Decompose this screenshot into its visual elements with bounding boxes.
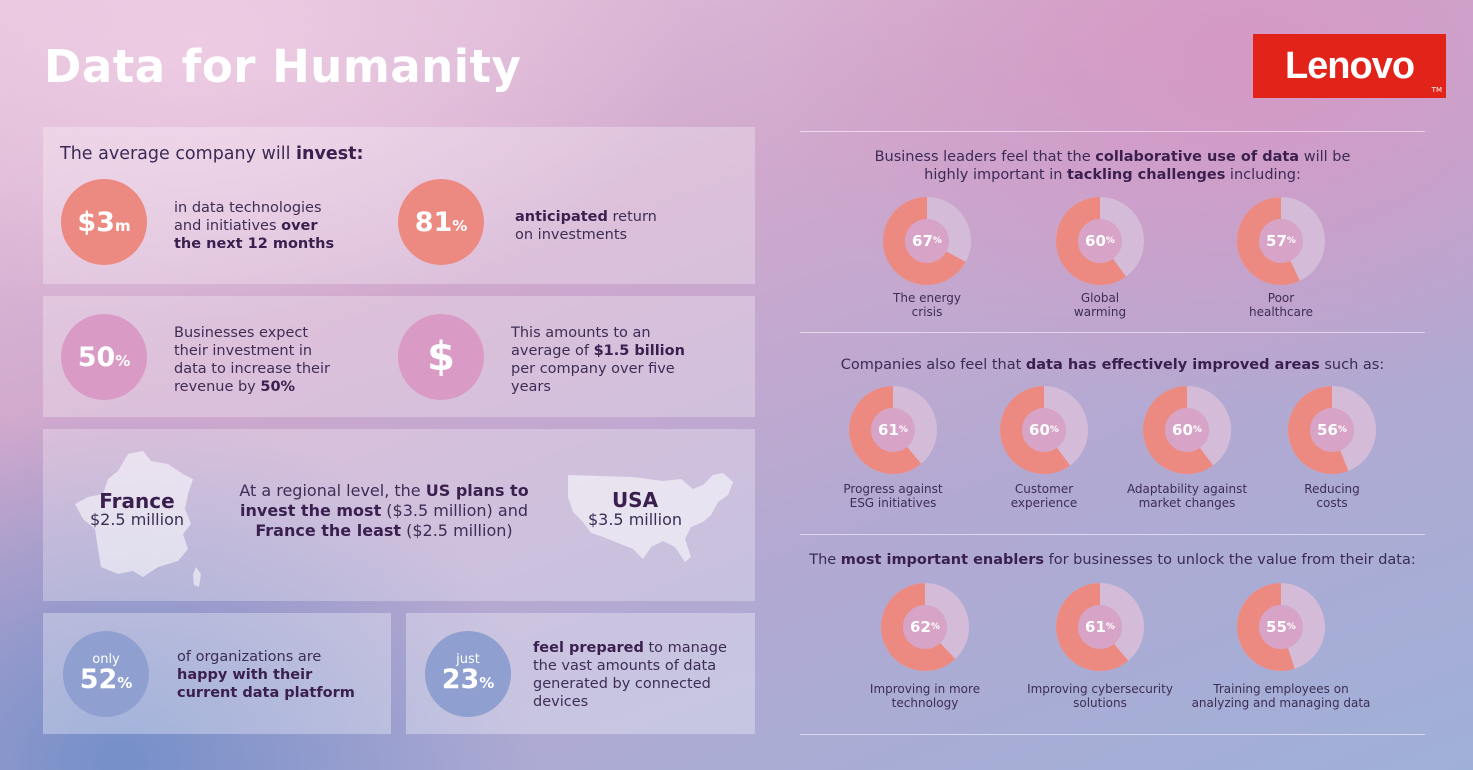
donut-center — [1165, 408, 1209, 452]
usa-map-icon — [568, 473, 733, 562]
donut-percent-label: 67% — [912, 232, 942, 250]
donut-percent-label: 55% — [1266, 618, 1296, 636]
donut-percent-label: 56% — [1317, 421, 1347, 439]
section2-donut-60: 60% — [1143, 386, 1231, 474]
section2-donut-56: 56% — [1288, 386, 1376, 474]
donut-value-arc — [883, 197, 971, 285]
donut-percent-label: 57% — [1266, 232, 1296, 250]
donut-chart — [849, 386, 937, 474]
stat-52-circle: only 52% — [63, 631, 149, 717]
trademark-mark: TM — [1431, 86, 1442, 94]
stat-81-circle: 81% — [398, 179, 484, 265]
donut-value-arc — [1056, 583, 1144, 671]
donut-center — [1310, 408, 1354, 452]
donut-center — [1078, 219, 1122, 263]
stat-81-text: anticipated return on investments — [515, 209, 657, 243]
donut-caption: Training employees on analyzing and manag… — [1191, 682, 1371, 710]
france-label: France — [99, 489, 175, 513]
platform-panel: only 52% of organizations are happy with… — [43, 613, 391, 734]
donut-percent-label: 60% — [1085, 232, 1115, 250]
donut-caption: Adaptability against market changes — [1126, 482, 1248, 510]
section1-donut-67: 67% — [883, 197, 971, 285]
donut-caption: Improving in more technology — [869, 682, 981, 710]
donut-percent-label: 61% — [1085, 618, 1115, 636]
donut-caption: Reducing costs — [1304, 482, 1360, 510]
usa-label: USA — [611, 488, 659, 512]
divider-top — [800, 131, 1425, 132]
section3-donut-61: 61% — [1056, 583, 1144, 671]
donut-percent-label: 60% — [1029, 421, 1059, 439]
donut-center — [903, 605, 947, 649]
dollar-circle: $ — [398, 314, 484, 400]
donut-percent-label: 60% — [1172, 421, 1202, 439]
stat-52-text: of organizations are happy with their cu… — [177, 649, 355, 701]
divider-1 — [800, 332, 1425, 333]
donut-caption: Progress against ESG initiatives — [843, 482, 943, 510]
donut-value-arc — [1143, 386, 1231, 474]
dollar-icon: $ — [427, 334, 455, 380]
donut-caption: The energy crisis — [893, 291, 961, 319]
donut-chart — [1056, 197, 1144, 285]
donut-value-arc — [1056, 197, 1144, 285]
regional-panel: France $2.5 million At a regional level,… — [43, 429, 755, 601]
section3-donut-55: 55% — [1237, 583, 1325, 671]
donut-center — [1078, 605, 1122, 649]
donut-value-arc — [1288, 386, 1376, 474]
section1-donut-57: 57% — [1237, 197, 1325, 285]
invest-panel: The average company will invest: $3m in … — [43, 127, 755, 284]
donut-value-arc — [1237, 583, 1325, 671]
donut-value-arc — [1000, 386, 1088, 474]
section2-donut-61: 61% — [849, 386, 937, 474]
france-map-icon — [75, 451, 201, 587]
lenovo-logo[interactable]: Lenovo TM — [1253, 34, 1446, 98]
donut-chart — [1288, 386, 1376, 474]
donut-center — [871, 408, 915, 452]
donut-chart — [881, 583, 969, 671]
page-title: Data for Humanity — [44, 40, 522, 93]
stat-3m-text: in data technologies and initiatives ove… — [174, 200, 335, 252]
donut-value-arc — [881, 583, 969, 671]
donut-chart — [1143, 386, 1231, 474]
donut-center — [1259, 219, 1303, 263]
donut-chart — [883, 197, 971, 285]
donut-caption: Global warming — [1073, 291, 1127, 319]
divider-bottom — [800, 734, 1425, 735]
donut-caption: Customer experience — [1010, 482, 1078, 510]
stat-50-text: Businesses expect their investment in da… — [174, 325, 330, 395]
stat-50-circle: 50% — [61, 314, 147, 400]
donut-caption: Improving cybersecurity solutions — [1027, 682, 1173, 710]
section3-donut-62: 62% — [881, 583, 969, 671]
stat-23-text: feel prepared to manage the vast amounts… — [533, 640, 727, 710]
donut-chart — [1056, 583, 1144, 671]
donut-value-arc — [849, 386, 937, 474]
invest-heading: The average company will invest: — [60, 144, 364, 164]
regional-text: At a regional level, the US plans to inv… — [239, 481, 529, 540]
donut-chart — [1237, 197, 1325, 285]
stat-dollar-text: This amounts to an average of $1.5 billi… — [511, 325, 685, 395]
france-value: $2.5 million — [89, 510, 184, 529]
donut-caption: Poor healthcare — [1249, 291, 1313, 319]
donut-percent-label: 61% — [878, 421, 908, 439]
donut-percent-label: 62% — [910, 618, 940, 636]
logo-text: Lenovo — [1284, 44, 1415, 87]
donut-chart — [1000, 386, 1088, 474]
devices-panel: just 23% feel prepared to manage the vas… — [406, 613, 755, 734]
stat-3m-circle: $3m — [61, 179, 147, 265]
section1-heading: Business leaders feel that the collabora… — [874, 149, 1351, 183]
divider-2 — [800, 534, 1425, 535]
donut-center — [905, 219, 949, 263]
stat-23-circle: just 23% — [425, 631, 511, 717]
donut-center — [1259, 605, 1303, 649]
section1-donut-60: 60% — [1056, 197, 1144, 285]
usa-value: $3.5 million — [587, 510, 682, 529]
section2-donut-60: 60% — [1000, 386, 1088, 474]
donut-value-arc — [1237, 197, 1325, 285]
donut-chart — [1237, 583, 1325, 671]
revenue-panel: 50% Businesses expect their investment i… — [43, 296, 755, 417]
section3-heading: The most important enablers for business… — [809, 552, 1416, 568]
donut-center — [1022, 408, 1066, 452]
section2-heading: Companies also feel that data has effect… — [840, 357, 1385, 373]
